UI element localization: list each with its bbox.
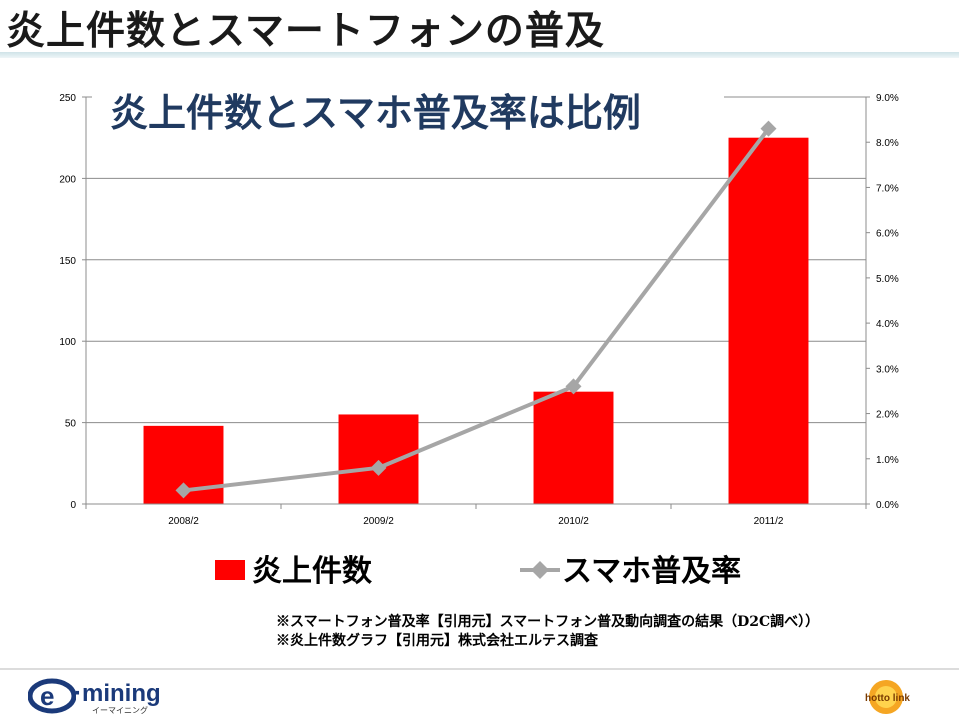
line-series: [175, 120, 777, 499]
source-note: ※炎上件数グラフ【引用元】株式会社エルテス調査: [276, 633, 598, 649]
right-tick-label: 7.0%: [876, 183, 899, 194]
legend-label: 炎上件数: [252, 554, 373, 589]
legend-swatch-bar: [215, 560, 245, 580]
slide-title: 炎上件数とスマートフォンの普及: [6, 8, 605, 54]
line-point: [565, 378, 582, 395]
right-tick-label: 1.0%: [876, 455, 899, 466]
x-tick-label: 2011/2: [754, 516, 784, 527]
line-path: [183, 127, 771, 493]
emining-logo: e: [28, 678, 76, 714]
line-point: [175, 482, 192, 499]
legend-swatch-marker: [531, 561, 549, 579]
x-tick-label: 2009/2: [363, 516, 394, 527]
emining-logo-kana: イーマイニング: [92, 706, 148, 715]
right-tick-label: 2.0%: [876, 410, 899, 421]
right-tick-label: 4.0%: [876, 319, 899, 330]
source-notes: ※スマートフォン普及率【引用元】スマートフォン普及動向調査の結果（D2C調べ））…: [276, 613, 819, 651]
bar: [728, 137, 809, 504]
left-tick-label: 150: [59, 256, 76, 267]
right-tick-label: 3.0%: [876, 364, 899, 375]
left-tick-label: 100: [59, 337, 76, 348]
axes: 0 50 100 150 200 250 0.0% 1.0% 2.0% 3.0% 4.0% 5.0% 6…: [59, 93, 899, 527]
source-note: ※スマートフォン普及率【引用元】スマートフォン普及動向調査の結果（D2C調べ））: [276, 614, 820, 630]
line-point: [370, 459, 387, 476]
chart-headline: 炎上件数とスマホ普及率は比例: [110, 90, 641, 135]
left-tick-label: 0: [70, 500, 76, 511]
hottolink-logo: hotto link: [865, 680, 910, 714]
legend-label: スマホ普及率: [562, 554, 741, 589]
legend: 炎上件数 スマホ普及率: [215, 554, 741, 589]
emining-logo-text: ·mining: [74, 680, 161, 707]
x-tick-label: 2008/2: [168, 516, 199, 527]
bar: [533, 391, 614, 504]
emining-logo-letter: e: [40, 681, 54, 711]
bar: [338, 414, 419, 504]
chart: 0 50 100 150 200 250 0.0% 1.0% 2.0% 3.0% 4.0% 5.0% 6…: [59, 86, 899, 589]
line-point: [760, 120, 777, 137]
hottolink-logo-text: hotto link: [865, 693, 910, 704]
right-tick-label: 5.0%: [876, 274, 899, 285]
left-tick-label: 50: [65, 419, 77, 430]
right-tick-label: 9.0%: [876, 93, 899, 104]
right-tick-label: 6.0%: [876, 229, 899, 240]
footer-divider: [0, 668, 959, 670]
x-tick-label: 2010/2: [558, 516, 589, 527]
chart-headline-backdrop: [92, 86, 724, 138]
title-underline: [0, 52, 959, 58]
left-tick-label: 250: [59, 93, 76, 104]
bar-series: [143, 137, 809, 504]
right-tick-label: 0.0%: [876, 500, 899, 511]
left-tick-label: 200: [59, 174, 76, 185]
right-tick-label: 8.0%: [876, 138, 899, 149]
